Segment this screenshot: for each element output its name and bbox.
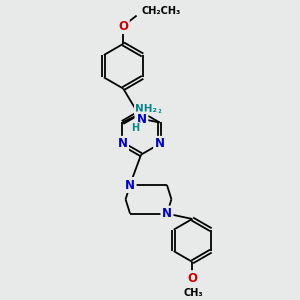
Text: CH₃: CH₃	[184, 288, 204, 298]
Text: N: N	[136, 105, 146, 118]
Text: H: H	[131, 123, 139, 133]
Text: N: N	[125, 178, 135, 191]
Text: NH₂: NH₂	[135, 104, 157, 114]
Text: ₂: ₂	[157, 106, 161, 115]
Text: CH₂CH₃: CH₂CH₃	[141, 6, 180, 16]
Text: O: O	[118, 20, 128, 32]
Text: N: N	[162, 207, 172, 220]
Text: N: N	[118, 137, 128, 150]
Text: N: N	[137, 113, 147, 126]
Text: NH: NH	[136, 103, 153, 113]
Text: N: N	[154, 137, 165, 150]
Text: O: O	[187, 272, 197, 285]
